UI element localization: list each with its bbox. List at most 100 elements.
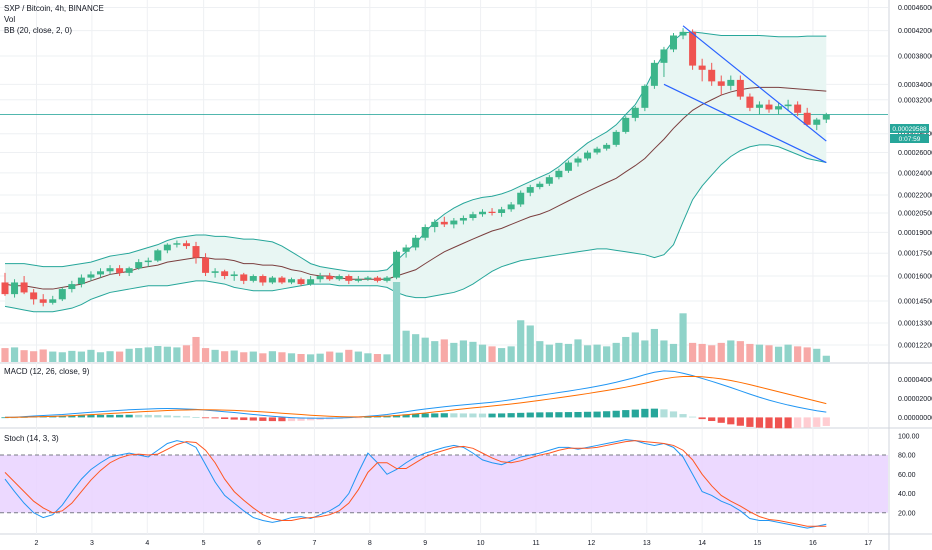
macd-line — [5, 370, 827, 419]
macd-histogram-bar — [240, 417, 248, 421]
macd-y-tick: 0.00002000 — [898, 396, 932, 403]
macd-histogram-bar — [641, 408, 649, 418]
macd-histogram-bar — [249, 417, 257, 421]
volume-bar — [297, 354, 305, 362]
volume-bar — [641, 340, 649, 362]
volume-bar — [794, 346, 802, 362]
volume-bar — [650, 328, 658, 362]
candle-body — [68, 284, 76, 290]
stoch-y-tick: 80.00 — [898, 453, 916, 460]
macd-histogram-bar — [498, 413, 506, 418]
macd-histogram-bar — [631, 409, 639, 418]
bollinger-lower — [4, 144, 827, 313]
macd-histogram-bar — [574, 411, 582, 418]
candle-body — [517, 192, 525, 205]
macd-histogram-bar — [421, 413, 429, 418]
macd-histogram-bar — [87, 415, 95, 418]
y-tick-label: 0.00034000 — [898, 82, 932, 89]
candle-body — [354, 279, 362, 281]
volume-bar — [746, 343, 754, 362]
candle-body — [373, 277, 381, 281]
volume-bar — [278, 352, 286, 362]
candle-body — [87, 274, 95, 278]
candle-body — [421, 227, 429, 238]
macd-histogram-bar — [1, 417, 9, 419]
x-tick-label: 10 — [477, 540, 485, 547]
macd-histogram-bar — [364, 416, 372, 418]
candle-body — [574, 158, 582, 163]
volume-bar — [545, 344, 553, 362]
x-tick-label: 16 — [809, 540, 817, 547]
macd-histogram-bar — [803, 417, 811, 428]
candle-body — [249, 276, 257, 281]
volume-bar — [459, 340, 467, 362]
volume-bar — [669, 343, 678, 362]
volume-bar — [679, 313, 687, 362]
volume-bar — [517, 320, 525, 362]
volume-bar — [106, 351, 114, 362]
macd-histogram-bar — [517, 412, 525, 418]
volume-bar — [574, 339, 582, 362]
x-tick-label: 2 — [35, 540, 39, 547]
volume-bar — [603, 346, 611, 362]
y-tick-label: 0.00013300 — [898, 321, 932, 328]
volume-bar — [30, 351, 38, 362]
candle-body — [755, 104, 763, 108]
x-tick-label: 9 — [423, 540, 427, 547]
candle-body — [20, 282, 28, 293]
candle-body — [173, 243, 181, 245]
macd-histogram-bar — [526, 412, 534, 418]
macd-histogram-bar — [755, 417, 764, 428]
volume-bar — [287, 353, 296, 362]
candle-body — [182, 243, 190, 247]
trendline — [663, 83, 827, 164]
macd-histogram-bar — [459, 413, 467, 418]
stoch-d-line — [4, 440, 827, 527]
volume-bar — [201, 348, 210, 362]
volume-bar — [803, 347, 811, 362]
candle-body — [670, 35, 677, 50]
macd-histogram-bar — [774, 417, 783, 429]
x-tick-label: 5 — [202, 540, 206, 547]
volume-bar — [717, 342, 725, 362]
stoch-pane[interactable] — [0, 439, 888, 529]
candle-body — [803, 112, 811, 125]
volume-bar — [488, 346, 496, 362]
volume-bar — [259, 353, 267, 362]
y-tick-label: 0.00022000 — [898, 193, 932, 200]
macd-histogram-bar — [182, 416, 191, 418]
macd-histogram-bar — [765, 417, 773, 429]
x-tick-label: 17 — [864, 540, 872, 547]
candle-body — [202, 257, 210, 273]
candle-body — [278, 277, 286, 283]
trendline — [682, 25, 827, 142]
candle-body — [689, 31, 697, 66]
candle-body — [1, 282, 9, 295]
y-tick-label: 0.00019000 — [898, 230, 932, 237]
macd-histogram-bar — [813, 417, 821, 427]
last-price-value: 0.00029588 — [892, 126, 927, 133]
macd-y-tick: 0.00004000 — [898, 377, 932, 384]
signal-line — [4, 375, 827, 418]
volume-bar — [526, 325, 534, 362]
macd-histogram-bar — [478, 413, 487, 418]
macd-y-tick: 0.00000000 — [898, 415, 932, 422]
candle-body — [230, 274, 238, 277]
macd-histogram-bar — [698, 417, 706, 420]
macd-histogram-bar — [555, 412, 563, 418]
price-pane[interactable] — [0, 25, 888, 313]
symbol-title: SXP / Bitcoin, 4h, BINANCE — [4, 4, 104, 13]
macd-pane[interactable] — [1, 370, 830, 429]
volume-bar — [612, 342, 620, 362]
x-tick-label: 14 — [698, 540, 706, 547]
volume-bar — [192, 336, 200, 362]
macd-histogram-bar — [154, 415, 162, 418]
macd-histogram-bar — [708, 417, 716, 422]
macd-histogram-bar — [794, 417, 802, 429]
y-tick-label: 0.00020500 — [898, 210, 932, 217]
macd-histogram-bar — [259, 417, 267, 421]
volume-bar — [163, 346, 171, 362]
candle-body — [240, 274, 248, 281]
macd-histogram-bar — [402, 414, 410, 418]
